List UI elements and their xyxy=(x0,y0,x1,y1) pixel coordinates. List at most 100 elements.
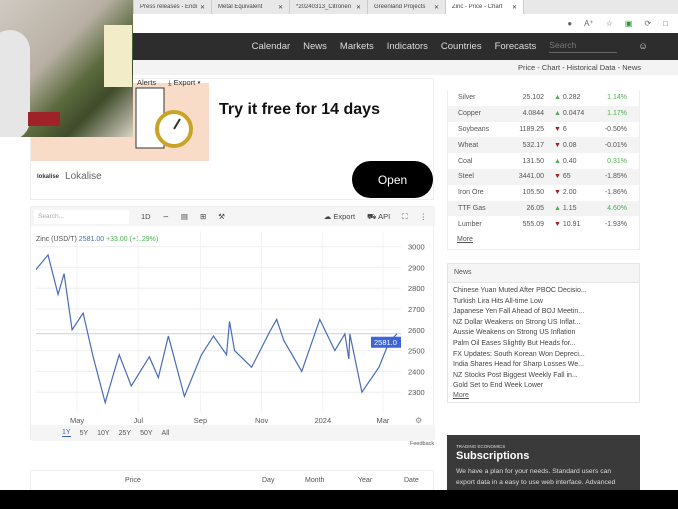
browser-tab[interactable]: Metal Equivalent ✕ xyxy=(212,0,290,14)
news-item[interactable]: Palm Oil Eases Slightly But Heads for... xyxy=(453,339,576,347)
commodity-name[interactable]: Soybeans xyxy=(458,125,490,133)
ad-open-button[interactable]: Open xyxy=(352,161,433,198)
range-all[interactable]: All xyxy=(161,429,170,437)
close-tab-icon[interactable]: ✕ xyxy=(355,4,361,11)
commodity-name[interactable]: TTF Gas xyxy=(458,204,486,212)
y-tick-label: 2300 xyxy=(408,388,425,397)
commodity-name[interactable]: Wheat xyxy=(458,141,479,149)
commodity-row[interactable]: Soybeans 1189.25 ▼ 6 -0.50% xyxy=(448,122,639,138)
nav-search-input[interactable]: Search xyxy=(549,40,618,53)
commodity-change: ▲ 0.40 xyxy=(554,157,577,165)
y-tick-label: 2400 xyxy=(408,367,425,376)
nav-countries[interactable]: Countries xyxy=(440,41,482,52)
browser-tab[interactable]: *20240313_Citronen ✕ xyxy=(290,0,368,14)
commodity-row[interactable]: TTF Gas 26.05 ▲ 1.15 4.60% xyxy=(448,200,639,217)
commodity-row[interactable]: Steel 3441.00 ▼ 65 -1.85% xyxy=(448,168,639,185)
historical-table-header: Price Day Month Year Date xyxy=(30,470,434,492)
commodity-row[interactable]: Coal 131.50 ▲ 0.40 0.31% xyxy=(448,153,639,169)
news-more-link[interactable]: More xyxy=(453,391,469,399)
commodity-price: 532.17 xyxy=(522,141,544,149)
x-tick-label: Nov xyxy=(255,416,269,425)
chart-search-input[interactable]: Search... xyxy=(34,209,129,224)
nav-news[interactable]: News xyxy=(303,41,327,52)
commodity-name[interactable]: Copper xyxy=(458,110,481,118)
commodity-name[interactable]: Lumber xyxy=(458,220,482,228)
commodity-row[interactable]: Copper 4.0844 ▲ 0.0474 1.17% xyxy=(448,105,639,122)
close-tab-icon[interactable]: ✕ xyxy=(433,4,439,11)
news-item[interactable]: Turkish Lira Hits All-time Low xyxy=(453,297,543,305)
news-item[interactable]: Gold Set to End Week Lower xyxy=(453,382,544,390)
commodity-change: ▲ 0.0474 xyxy=(554,110,585,118)
commodity-name[interactable]: Steel xyxy=(458,173,474,181)
commodity-row[interactable]: Wheat 532.17 ▼ 0.08 -0.01% xyxy=(448,137,639,154)
commodity-name[interactable]: Coal xyxy=(458,157,473,165)
commodities-more-link[interactable]: More xyxy=(457,236,473,244)
favorite-star-icon[interactable]: ☆ xyxy=(605,19,613,28)
feedback-link[interactable]: Feedback xyxy=(410,441,435,447)
sub-nav[interactable]: Price - Chart - Historical Data - News xyxy=(0,60,678,75)
commodity-pct: -1.86% xyxy=(604,189,627,197)
news-panel: News Chinese Yuan Muted After PBOC Decis… xyxy=(447,263,640,403)
subscriptions-panel[interactable]: TRADING ECONOMICS Subscriptions We have … xyxy=(447,435,640,495)
triangle-up-icon: ▲ xyxy=(554,204,561,212)
more-options-icon[interactable]: ⋮ xyxy=(419,212,428,221)
commodity-change: ▲ 1.15 xyxy=(554,204,577,212)
range-50y[interactable]: 50Y xyxy=(140,429,153,437)
range-10y[interactable]: 10Y xyxy=(97,429,110,437)
ad-title: Try it free for 14 days xyxy=(219,101,380,118)
browser-tab[interactable]: Zinc - Price - Chart ✕ xyxy=(446,0,524,14)
x-tick-label: Mar xyxy=(376,416,389,425)
export-dropdown[interactable]: ⤓ Export ▾ xyxy=(168,78,201,87)
news-item[interactable]: Aussie Weakens on Strong US Inflation xyxy=(453,329,576,337)
price-chart: Search... 1D ∽ ▤ ⊞ ⚒ ☁ Export ⛟ API ⛶ ⋮ … xyxy=(30,206,435,441)
chart-plot[interactable]: 2300 2400 2500 2600 2700 2800 2900 3000 May Jul Se… xyxy=(31,226,435,425)
tools-icon[interactable]: ⚒ xyxy=(218,212,226,221)
col-day: Day xyxy=(262,477,275,484)
news-item[interactable]: Japanese Yen Fall Ahead of BOJ Meetin... xyxy=(453,308,585,316)
commodity-price: 4.0844 xyxy=(522,110,544,118)
api-button[interactable]: ⛟ API xyxy=(367,211,391,221)
triangle-up-icon: ▲ xyxy=(554,94,561,102)
commodity-pct: 4.60% xyxy=(607,204,627,212)
y-tick-label: 2700 xyxy=(408,305,425,314)
sidebar-icon[interactable]: □ xyxy=(663,19,668,28)
settings-icon: ⚙ xyxy=(415,416,422,425)
commodity-name[interactable]: Silver xyxy=(458,94,476,102)
commodity-row[interactable]: Lumber 555.09 ▼ 10.91 -1.93% xyxy=(448,216,639,232)
commodity-row[interactable]: Iron Ore 105.50 ▼ 2.00 -1.86% xyxy=(448,185,639,201)
range-5y[interactable]: 5Y xyxy=(79,429,89,437)
news-item[interactable]: India Shares Head for Sharp Losses We... xyxy=(453,361,584,369)
alerts-button[interactable]: Alerts xyxy=(137,78,157,87)
fullscreen-icon[interactable]: ⛶ xyxy=(402,211,408,221)
nav-markets[interactable]: Markets xyxy=(339,41,374,52)
commodity-row[interactable]: Silver 25.102 ▲ 0.282 1.14% xyxy=(448,90,639,106)
extension-check-icon[interactable]: ▣ xyxy=(624,19,633,28)
nav-calendar[interactable]: Calendar xyxy=(251,41,291,52)
add-indicator-icon[interactable]: ⊞ xyxy=(199,212,207,221)
refresh-icon[interactable]: ⟳ xyxy=(644,19,652,28)
close-tab-icon[interactable]: ✕ xyxy=(199,4,205,11)
extension-icon[interactable]: ● xyxy=(567,19,573,28)
news-item[interactable]: NZ Dollar Weakens on Strong US Inflat... xyxy=(453,318,581,326)
browser-tab[interactable]: Greenland Projects ✕ xyxy=(368,0,446,14)
read-aloud-icon[interactable]: A⁺ xyxy=(584,19,594,28)
user-icon[interactable]: ☺ xyxy=(638,41,648,52)
range-1y[interactable]: 1Y xyxy=(62,429,71,437)
col-price: Price xyxy=(125,477,141,484)
close-tab-icon[interactable]: ✕ xyxy=(277,4,283,11)
chart-export-button[interactable]: ☁ Export xyxy=(323,212,356,221)
chart-type-icon[interactable]: ∽ xyxy=(162,212,169,221)
browser-tab[interactable]: Press releases - Endi ✕ xyxy=(134,0,212,14)
news-item[interactable]: Chinese Yuan Muted After PBOC Decisio... xyxy=(453,287,587,294)
commodity-name[interactable]: Iron Ore xyxy=(458,189,484,197)
calendar-icon[interactable]: ▤ xyxy=(180,212,188,221)
close-tab-icon[interactable]: ✕ xyxy=(511,4,517,11)
range-25y[interactable]: 25Y xyxy=(118,429,132,437)
interval-button[interactable]: 1D xyxy=(141,212,151,221)
subscriptions-title: Subscriptions xyxy=(456,450,530,462)
nav-forecasts[interactable]: Forecasts xyxy=(494,41,537,52)
nav-indicators[interactable]: Indicators xyxy=(386,41,428,52)
news-item[interactable]: FX Updates: South Korean Won Depreci... xyxy=(453,350,585,358)
news-item[interactable]: NZ Stocks Post Biggest Weekly Fall in... xyxy=(453,371,578,379)
x-tick-label: Jul xyxy=(133,416,143,425)
